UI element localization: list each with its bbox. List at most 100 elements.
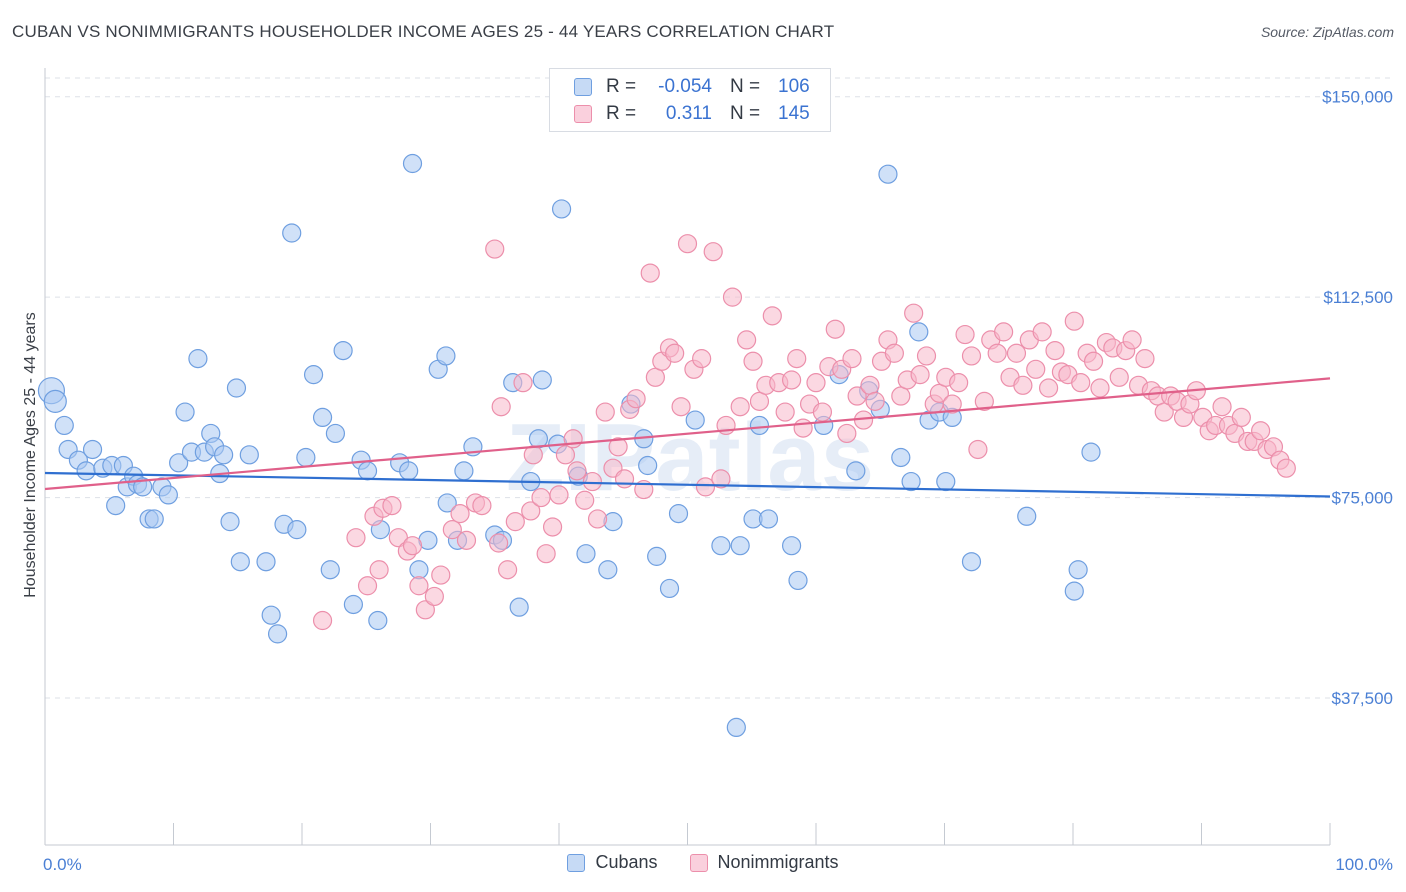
cubans-point <box>267 624 288 644</box>
legend-item-nonimmigrants[interactable]: Nonimmigrants <box>689 852 839 873</box>
trend-lines <box>44 377 1331 498</box>
cubans-point <box>891 447 911 468</box>
cubans-point <box>282 223 302 243</box>
nonimmigrants-point <box>575 490 595 510</box>
nonimmigrants-point <box>626 389 646 409</box>
nonimmigrants-point <box>513 373 533 393</box>
nonimmigrants-point <box>1276 458 1296 478</box>
nonimmigrants-point <box>860 375 880 395</box>
cubans-point <box>436 346 456 366</box>
nonimmigrants-point <box>865 391 885 411</box>
cubans-point <box>230 552 250 572</box>
nonimmigrants-point <box>536 544 556 564</box>
cubans-point <box>106 495 126 516</box>
nonimmigrants-point <box>1135 349 1155 369</box>
cubans-point <box>188 349 208 369</box>
nonimmigrants-point <box>523 445 543 465</box>
cubans-point <box>312 407 333 428</box>
nonimmigrants-point <box>793 418 813 438</box>
cubans-point <box>509 597 529 617</box>
nonimmigrants-point <box>812 402 833 422</box>
cubans-point <box>781 536 802 556</box>
nonimmigrants-point <box>472 495 492 516</box>
nonimmigrants-legend-label: Nonimmigrants <box>717 852 839 872</box>
cubans-point <box>399 461 419 481</box>
nonimmigrants-point <box>1109 367 1129 387</box>
nonimmigrants-point <box>346 528 366 548</box>
cubans-point <box>261 605 281 625</box>
cubans-n-value: 106 <box>778 76 810 97</box>
cubans-points <box>37 153 1101 738</box>
cubans-point <box>82 439 103 460</box>
nonimmigrants-point <box>762 306 782 326</box>
nonimmigrants-point <box>1045 340 1065 361</box>
nonimmigrants-point <box>987 343 1007 363</box>
cubans-trend-line <box>44 471 1331 498</box>
cubans-point <box>551 199 572 219</box>
cubans-point <box>333 340 353 361</box>
nonimmigrants-point <box>916 346 937 366</box>
nonimmigrants-point <box>910 365 930 385</box>
nonimmigrants-point <box>904 303 924 323</box>
nonimmigrants-point <box>369 560 389 580</box>
n-label: N = <box>730 103 761 124</box>
chart-title: CUBAN VS NONIMMIGRANTS HOUSEHOLDER INCOM… <box>12 22 835 41</box>
nonimmigrants-swatch <box>574 105 592 123</box>
cubans-point <box>76 461 96 481</box>
legend-item-cubans[interactable]: Cubans <box>567 852 658 873</box>
nonimmigrants-point <box>884 343 904 363</box>
nonimmigrants-point <box>402 536 423 556</box>
nonimmigrants-point <box>837 423 857 444</box>
cubans-point <box>144 509 164 529</box>
nonimmigrants-point <box>847 386 867 406</box>
cubans-point <box>368 610 388 631</box>
cubans-point <box>532 370 552 390</box>
nonimmigrants-point <box>974 391 994 411</box>
cubans-point <box>711 536 731 556</box>
nonimmigrants-point <box>703 242 723 262</box>
nonimmigrants-point <box>968 439 988 460</box>
nonimmigrants-point <box>357 576 378 596</box>
nonimmigrants-point <box>1026 359 1046 379</box>
cubans-point <box>175 402 195 422</box>
cubans-point <box>54 415 74 436</box>
axes <box>44 68 1331 846</box>
cubans-point <box>685 410 705 430</box>
nonimmigrants-point <box>994 322 1014 342</box>
cubans-point <box>287 520 307 540</box>
cubans-point <box>325 423 346 444</box>
nonimmigrants-point <box>491 397 511 417</box>
n-label: N = <box>730 76 761 97</box>
nonimmigrants-point <box>942 394 962 414</box>
r-label: R = <box>606 103 637 124</box>
nonimmigrants-point <box>1122 330 1142 350</box>
nonimmigrants-point <box>825 319 845 339</box>
cubans-point <box>43 389 67 413</box>
cubans-point <box>303 365 324 385</box>
nonimmigrants-point <box>775 402 795 422</box>
cubans-point <box>402 153 423 174</box>
nonimmigrants-point <box>521 501 541 521</box>
cubans-point <box>169 453 189 473</box>
cubans-point <box>239 445 259 465</box>
cubans-point <box>846 461 866 481</box>
nonimmigrants-point <box>498 560 518 580</box>
cubans-point <box>726 717 746 738</box>
nonimmigrants-point <box>722 287 743 307</box>
cubans-point <box>936 471 956 492</box>
cubans-point <box>409 560 429 580</box>
nonimmigrants-point <box>1231 407 1251 428</box>
nonimmigrants-point <box>1083 351 1104 371</box>
nonimmigrants-point <box>842 349 862 369</box>
nonimmigrants-legend-swatch <box>689 853 708 872</box>
nonimmigrants-point <box>671 397 691 417</box>
nonimmigrants-point <box>531 487 551 508</box>
nonimmigrants-point <box>749 391 770 411</box>
nonimmigrants-point <box>743 351 763 371</box>
legend-row-cubans: R = -0.054 N = 106 <box>574 76 810 98</box>
nonimmigrants-point <box>312 610 333 631</box>
nonimmigrants-point <box>730 397 750 417</box>
cubans-point <box>668 504 689 524</box>
nonimmigrants-point <box>787 349 807 369</box>
